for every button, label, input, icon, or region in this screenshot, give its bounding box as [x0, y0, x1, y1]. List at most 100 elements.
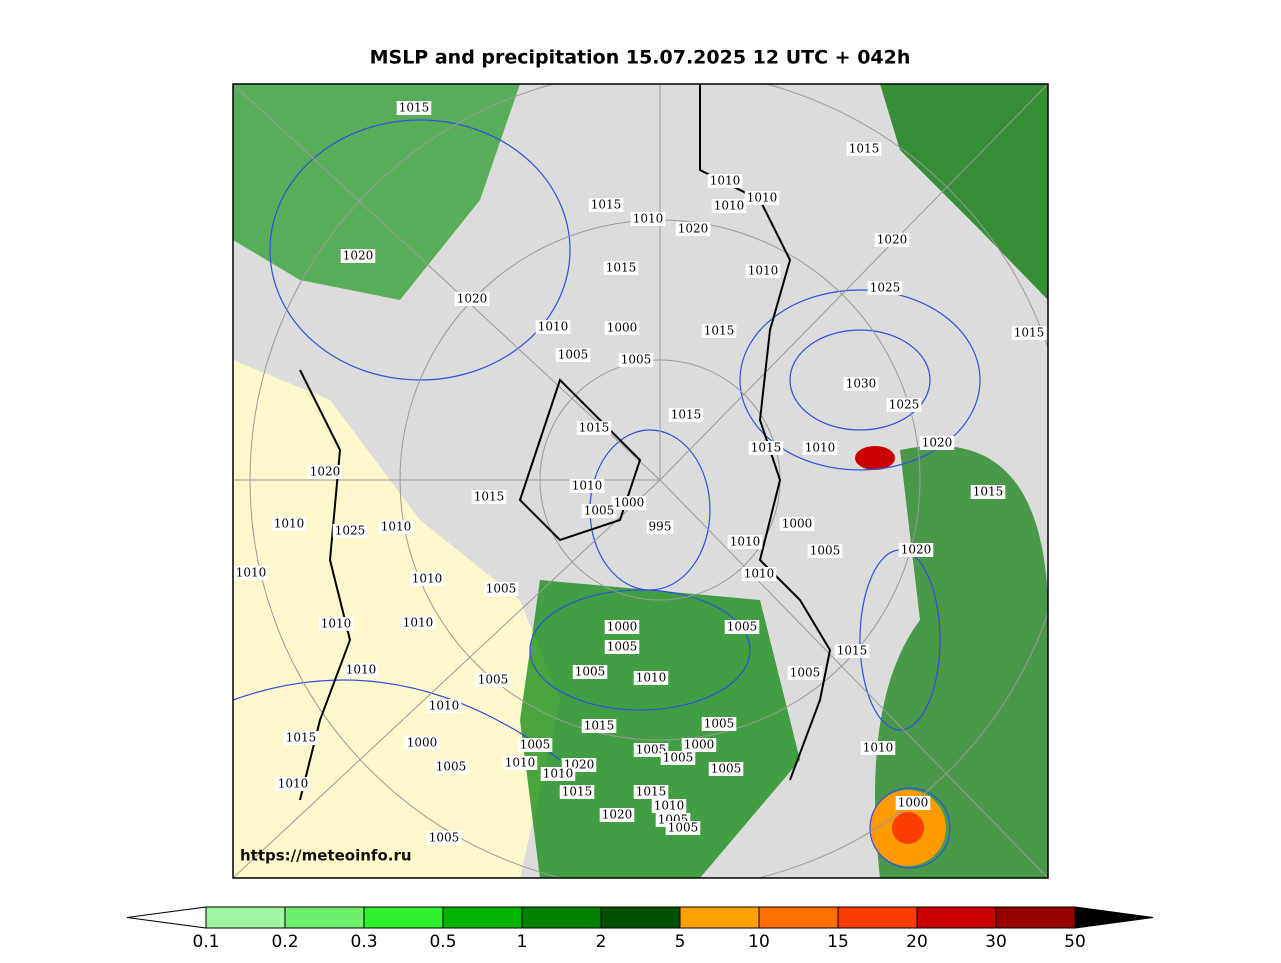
isobar-label: 1025 [335, 524, 366, 538]
isobar-label: 1005 [607, 640, 638, 654]
isobar-label: 1005 [790, 666, 821, 680]
isobar-label-bg [426, 699, 462, 713]
isobar-label: 1010 [710, 174, 741, 188]
isobar-label-bg [701, 324, 737, 338]
isobar-label: 1005 [621, 353, 652, 367]
isobar-label: 1010 [748, 264, 779, 278]
isobar-label-bg [787, 666, 823, 680]
isobar-label: 1010 [278, 777, 309, 791]
isobar-label-bg [581, 719, 617, 733]
isobar-label-bg [604, 640, 640, 654]
isobar-label-bg [581, 504, 617, 518]
isobar-label: 1025 [889, 398, 920, 412]
isobar-label-bg [745, 264, 781, 278]
isobar-label-bg [711, 199, 747, 213]
colorbar-box [916, 906, 997, 929]
isobar-label-bg [748, 441, 784, 455]
isobar-label-bg [599, 808, 635, 822]
isobar-label: 1020 [602, 808, 633, 822]
precip-area [892, 812, 924, 844]
isobar-label: 1020 [457, 292, 488, 306]
isobar-label-bg [555, 348, 591, 362]
isobar-label-bg [846, 142, 882, 156]
colorbar-box [679, 906, 760, 929]
isobar-label: 1000 [607, 620, 638, 634]
colorbar-box [521, 906, 602, 929]
isobar-label-bg [517, 738, 553, 752]
isobar-label: 1015 [704, 324, 735, 338]
colorbar-over [1074, 906, 1154, 929]
isobar-label: 1010 [381, 520, 412, 534]
colorbar-tick-label: 15 [827, 932, 849, 952]
isobar-label-bg [708, 762, 744, 776]
colorbar-tick-label: 10 [748, 932, 770, 952]
isobar-label-bg [475, 673, 511, 687]
isobar-label: 1010 [236, 566, 267, 580]
colorbar-tick-label: 0.2 [271, 932, 298, 952]
isobar-label-bg [779, 517, 815, 531]
isobar-label: 1020 [922, 436, 953, 450]
isobar-label-bg [307, 465, 343, 479]
isobar-label: 1020 [678, 222, 709, 236]
isobar-label-bg [471, 490, 507, 504]
isobar-label-bg [588, 198, 624, 212]
isobar-label: 1005 [478, 673, 509, 687]
isobar-label-bg [744, 191, 780, 205]
map-frame [232, 83, 1049, 879]
isobar-label-bg [919, 436, 955, 450]
dry-land [233, 360, 560, 878]
watermark: https://meteoinfo.ru [240, 847, 412, 865]
precip-area [855, 446, 895, 470]
isobar-label-bg [409, 572, 445, 586]
isobar-label-bg [559, 785, 595, 799]
isobar-label-bg [660, 751, 696, 765]
isobar-label: 1000 [614, 496, 645, 510]
colorbar-tick-label: 50 [1064, 932, 1086, 952]
isobar-label-bg [400, 616, 436, 630]
isobar-label-bg [572, 665, 608, 679]
isobar-label-bg [318, 617, 354, 631]
isobar-label: 1010 [505, 756, 536, 770]
isobar-label: 1010 [714, 199, 745, 213]
isobar-label: 1010 [412, 572, 443, 586]
isobar-label: 1015 [751, 441, 782, 455]
isobar-label: 1015 [579, 421, 610, 435]
isobar-label: 1020 [343, 249, 374, 263]
isobar-label-bg [283, 731, 319, 745]
isobar-label: 1010 [747, 191, 778, 205]
isobar-label-bg [633, 785, 669, 799]
isobar-label-bg [727, 535, 763, 549]
colorbar-tick-label: 5 [675, 932, 686, 952]
isobar-label: 1010 [403, 616, 434, 630]
isobar-label-bg [651, 799, 687, 813]
isobar-label: 1005 [810, 544, 841, 558]
title: MSLP and precipitation 15.07.2025 12 UTC… [370, 47, 911, 69]
colorbar-box [758, 906, 839, 929]
isobar-label-bg [843, 377, 879, 391]
isobar-label-bg [426, 831, 462, 845]
isobar-label: 1010 [633, 212, 664, 226]
isobar-label-bg [340, 249, 376, 263]
isobar-label-bg [668, 408, 704, 422]
isobar-label-bg [802, 441, 838, 455]
isobar-label-bg [604, 321, 640, 335]
isobar-label: 1020 [877, 233, 908, 247]
isobar-label: 1005 [520, 738, 551, 752]
isobar-label-bg [603, 261, 639, 275]
isobar-label-bg [233, 566, 269, 580]
isobar-label-bg [895, 796, 931, 810]
isobar-label: 1005 [584, 504, 615, 518]
precip-area [880, 84, 1048, 300]
isobar-labels: 1015101510101010101510101010102010201015… [233, 101, 1047, 845]
isobar-label: 1015 [671, 408, 702, 422]
isobar-label: 1010 [429, 699, 460, 713]
isobar-label: 1010 [572, 479, 603, 493]
isobar-label: 1015 [606, 261, 637, 275]
isobar-label: 1010 [636, 671, 667, 685]
isobar-label-bg [576, 421, 612, 435]
isobar-label-bg [741, 567, 777, 581]
map: 1015101510101010101510101010102010201015… [233, 84, 1048, 878]
isobar-label-bg [540, 767, 576, 781]
colorbar: 0.1 0.2 0.3 0.5 1 2 5 10 15 20 30 50 [126, 906, 1154, 952]
